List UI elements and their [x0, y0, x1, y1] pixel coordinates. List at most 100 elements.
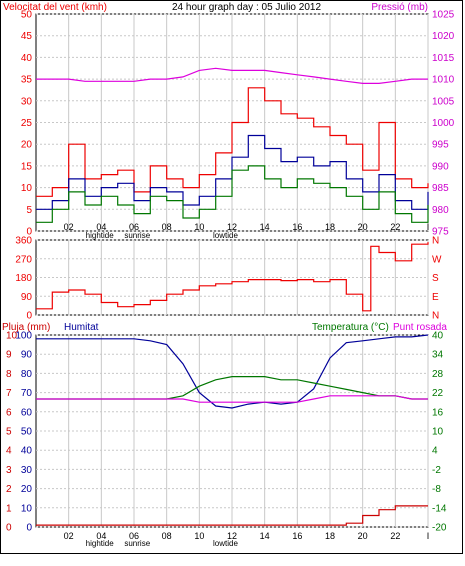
- weather-right-tick: -20: [432, 523, 447, 534]
- direction-left-tick: 270: [15, 254, 32, 265]
- wind-left-tick: 45: [21, 31, 33, 42]
- rain-tick: 5: [6, 427, 12, 438]
- rain-tick: 2: [6, 484, 12, 495]
- weather-left-tick: 0: [26, 523, 32, 534]
- sunrise-label: sunrise: [124, 539, 150, 548]
- rain-tick: 10: [6, 331, 18, 342]
- weather-left-tick: 50: [21, 427, 33, 438]
- gust-series-line: [36, 87, 429, 197]
- wind-right-tick: 985: [432, 183, 449, 194]
- weather-left-tick: 20: [21, 484, 33, 495]
- weather-right-tick: -2: [432, 465, 441, 476]
- direction-left-tick: 360: [15, 236, 32, 247]
- x-tick-label: 14: [260, 222, 270, 232]
- wind-right-tick: 1005: [432, 96, 455, 107]
- weather-left-tick: 70: [21, 388, 33, 399]
- rain-tick: 0: [6, 523, 12, 534]
- x-tick-label: 08: [162, 222, 172, 232]
- x-tick-label: 12: [227, 531, 237, 541]
- weather-left-tick: 60: [21, 407, 33, 418]
- rain-tick: 9: [6, 350, 12, 361]
- dewpoint-series-line: [36, 395, 428, 403]
- x-tick-label: 06: [129, 222, 139, 232]
- rain-tick: 7: [6, 388, 12, 399]
- wind-left-tick: 50: [21, 10, 33, 21]
- x-tick-label: 22: [390, 531, 400, 541]
- weather-left-tick: 100: [15, 331, 32, 342]
- direction-series-line: [36, 242, 429, 312]
- direction-right-tick: S: [432, 273, 439, 284]
- direction-right-tick: W: [432, 254, 442, 265]
- direction-right-tick: N: [432, 311, 439, 322]
- rain-tick: 1: [6, 503, 12, 514]
- lowtide-label: lowtide: [213, 231, 238, 240]
- wind-right-tick: 1015: [432, 53, 455, 64]
- weather-left-tick: 10: [21, 503, 33, 514]
- x-tick-label: 14: [260, 531, 270, 541]
- wind-right-tick: 1025: [432, 10, 455, 21]
- x-tick-label: 02: [64, 222, 74, 232]
- x-tick-label: 02: [64, 531, 74, 541]
- direction-right-tick: E: [432, 292, 439, 303]
- x-tick-label: 10: [194, 222, 204, 232]
- x-tick-label: 04: [96, 222, 106, 232]
- x-tick-label: 18: [325, 222, 335, 232]
- humidity-series-line: [36, 334, 429, 409]
- wind-left-tick: 0: [26, 227, 32, 238]
- rain-series-line: [36, 505, 428, 526]
- wind-left-tick: 25: [21, 118, 33, 129]
- x-tick-label: 22: [390, 222, 400, 232]
- x-tick-label: 20: [358, 531, 368, 541]
- wind-axis-label: Velocitat del vent (kmh): [3, 2, 107, 13]
- x-tick-label: 16: [292, 531, 302, 541]
- weather-left-tick: 40: [21, 446, 33, 457]
- weather-right-tick: 34: [432, 350, 444, 361]
- x-tick-label: 08: [162, 531, 172, 541]
- wind-left-tick: 15: [21, 161, 33, 172]
- rain-tick: 8: [6, 369, 12, 380]
- chart-title: 24 hour graph day : 05 Julio 2012: [172, 2, 321, 13]
- humidity-axis-label: Humitat: [64, 322, 99, 333]
- weather-right-tick: 4: [432, 446, 438, 457]
- wind-right-tick: 1020: [432, 31, 455, 42]
- rain-tick: 4: [6, 446, 12, 457]
- wind-left-tick: 40: [21, 53, 33, 64]
- weather-left-tick: 90: [21, 350, 33, 361]
- sunrise-label: sunrise: [124, 231, 150, 240]
- wind-right-tick: 1010: [432, 75, 455, 86]
- x-tick-label: 12: [227, 222, 237, 232]
- x-tick-label: 16: [292, 222, 302, 232]
- weather-right-tick: 10: [432, 427, 444, 438]
- wind-right-tick: 980: [432, 205, 449, 216]
- direction-left-tick: 180: [15, 273, 32, 284]
- x-tick-label: I: [427, 531, 430, 541]
- hightide-label: hightide: [86, 539, 115, 548]
- chart-marks: 0202040406060808101012121414161618182020…: [6, 10, 455, 549]
- wind-series-line: [36, 134, 429, 210]
- weather-right-tick: 28: [432, 369, 444, 380]
- wind-left-tick: 30: [21, 96, 33, 107]
- hightide-label: hightide: [86, 231, 115, 240]
- rain-tick: 6: [6, 407, 12, 418]
- rain-axis-label: Pluja (mm): [2, 322, 50, 333]
- weather-right-tick: -8: [432, 484, 441, 495]
- weather-right-tick: 22: [432, 388, 444, 399]
- x-tick-label: 18: [325, 531, 335, 541]
- weather-right-tick: 40: [432, 331, 444, 342]
- direction-right-tick: N: [432, 236, 439, 247]
- pressure-series-line: [36, 67, 428, 85]
- x-tick-label: 06: [129, 531, 139, 541]
- green-series-line: [36, 165, 429, 223]
- pressure-axis-label: Pressió (mb): [371, 2, 428, 13]
- direction-left-tick: 0: [26, 311, 32, 322]
- wind-right-tick: 995: [432, 140, 449, 151]
- weather-right-tick: -14: [432, 503, 447, 514]
- lowtide-label: lowtide: [213, 539, 238, 548]
- x-tick-label: I: [427, 222, 430, 232]
- graph-frame: [0, 0, 463, 554]
- wind-right-tick: 1000: [432, 118, 455, 129]
- x-tick-label: 10: [194, 531, 204, 541]
- wind-right-tick: 975: [432, 227, 449, 238]
- wind-left-tick: 20: [21, 140, 33, 151]
